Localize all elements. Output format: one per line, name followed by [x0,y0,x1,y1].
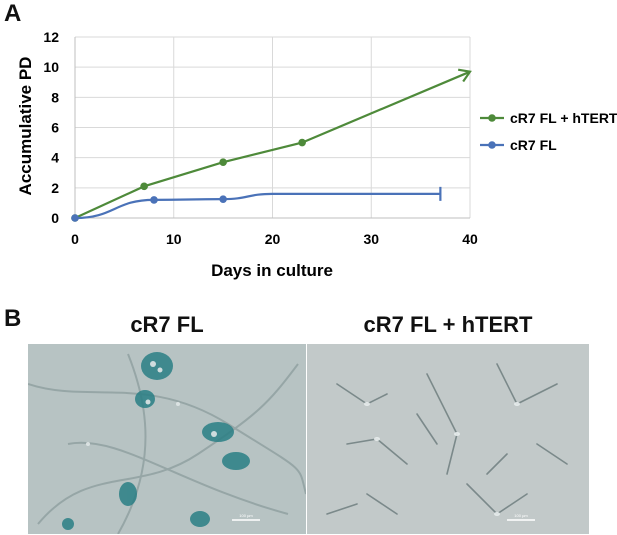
data-point [219,158,227,166]
y-tick-label: 0 [51,210,59,226]
x-tick-label: 20 [265,231,281,247]
y-tick-label: 12 [43,29,59,45]
svg-text:100 µm: 100 µm [239,513,253,518]
y-tick-labels: 0 2 4 6 8 10 12 [43,29,59,226]
x-tick-label: 0 [71,231,79,247]
y-tick-label: 2 [51,180,59,196]
image-title-cr7-fl: cR7 FL [130,312,204,337]
micrograph-cr7-fl-htert: 100 µm [307,344,589,534]
panel-label-b: B [4,305,22,332]
scale-bar: 100 µm [232,513,260,521]
x-tick-labels: 0 10 20 30 40 [71,231,478,247]
x-axis-label: Days in culture [211,261,333,280]
data-point [219,195,227,203]
y-tick-label: 8 [51,89,59,105]
legend-label: cR7 FL [510,137,557,153]
y-tick-label: 4 [51,150,59,166]
chart-legend: cR7 FL + hTERT cR7 FL [480,110,617,153]
y-tick-label: 10 [43,59,59,75]
data-point [140,182,148,191]
x-tick-label: 30 [363,231,379,247]
image-title-cr7-fl-htert: cR7 FL + hTERT [363,312,533,337]
svg-text:100 µm: 100 µm [514,513,528,518]
data-point [71,214,79,222]
legend-swatch-point [488,141,496,149]
growth-line-chart: 0 10 20 30 40 0 2 4 6 8 10 12 Days in culture Accu… [16,29,617,280]
scale-bar: 100 µm [507,513,535,521]
data-point [298,138,306,147]
arrow-end-marker [457,68,472,83]
series-layer [71,68,472,222]
panel-label-a: A [4,0,22,27]
series-line-1 [74,192,441,220]
x-tick-label: 10 [166,231,182,247]
chart-axes [74,37,470,219]
y-tick-label: 6 [51,120,59,136]
y-axis-label: Accumulative PD [16,57,35,196]
chart-grid [75,36,471,218]
data-point [150,196,158,204]
legend-label: cR7 FL + hTERT [510,110,617,126]
x-tick-label: 40 [462,231,478,247]
legend-swatch-point [488,114,496,122]
micrograph-cr7-fl: 100 µm [28,344,306,534]
